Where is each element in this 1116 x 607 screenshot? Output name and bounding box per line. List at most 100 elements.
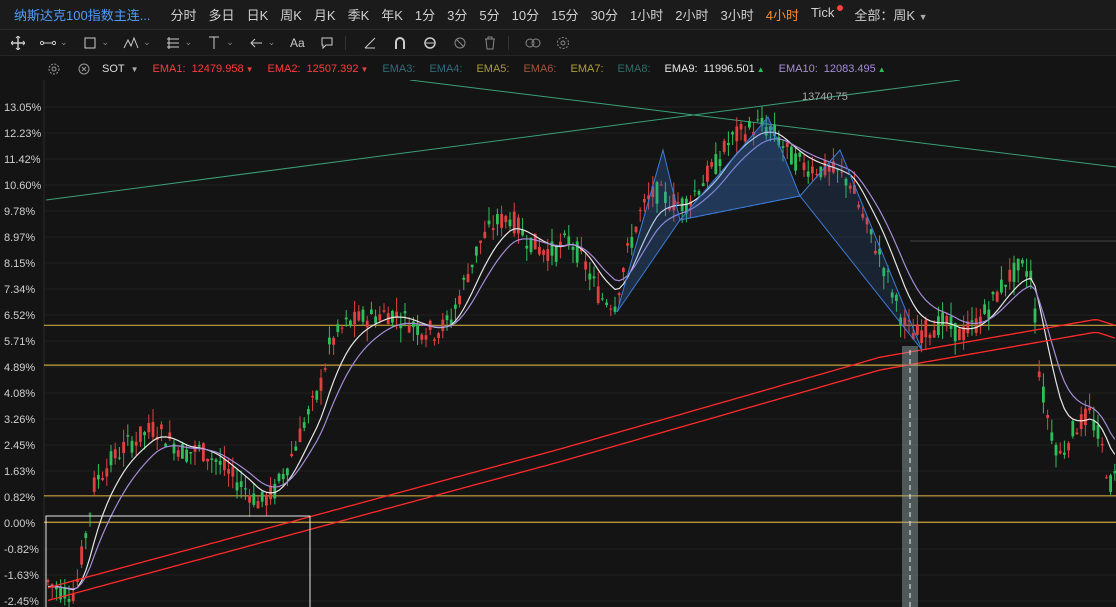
candle-body [676,201,680,204]
candle-body [920,330,923,344]
candle-body [265,494,268,506]
candle-body [764,126,768,136]
ema-label: EMA4: [429,63,463,75]
top-bar: 纳斯达克100指数主连... 分时 多日 日K 周K 月K 季K 年K 1分 3分 5分 10分 15… [0,0,1116,30]
timeframe-tab[interactable]: 2小时 [675,8,709,23]
magnet-icon[interactable] [392,35,408,51]
candle-body [853,185,856,194]
candle-body [130,440,134,453]
chevron-down-icon[interactable]: ⌄ [101,37,110,47]
text-tool-icon[interactable]: Aa [289,35,305,50]
timeframe-tab[interactable]: 1分 [414,8,436,23]
candle-body [286,468,289,476]
candle-body [281,473,285,480]
timeframe-tab[interactable]: 30分 [590,8,619,23]
gear-icon[interactable] [46,61,62,77]
timeframe-tab[interactable]: 周K [280,8,302,23]
candle-body [84,533,88,539]
lock-icon[interactable] [422,35,438,51]
indicator-name[interactable]: SOT [102,63,125,75]
ema-legend-item[interactable]: EMA8: [618,63,651,75]
trash-icon[interactable] [482,35,498,51]
candle-body [382,310,386,312]
timeframe-tab[interactable]: 多日 [208,8,235,23]
vertical-tool-icon[interactable] [206,35,222,51]
price-chart[interactable]: 13.05% 12.23% 11.42% 10.60% 9.78% 8.97% 8.15% 7… [0,80,1116,607]
candle-body [945,315,949,323]
ema-legend-item[interactable]: EMA10: 12083.495 ▲ [779,63,886,75]
timeframe-tab[interactable]: 5分 [479,8,500,23]
timeframe-tab[interactable]: 15分 [551,8,579,23]
timeframe-tab[interactable]: 月K [313,8,336,23]
timeframe-tab[interactable]: 1小时 [630,8,664,23]
timeframe-tab[interactable]: 3小时 [720,8,754,23]
timeframe-tab[interactable]: 分时 [170,8,197,23]
candle-body [168,432,172,440]
candle-body [706,165,709,182]
crosshair-icon[interactable] [10,35,26,51]
link-icon[interactable] [525,35,541,51]
timeframe-tab[interactable]: 4小时 [765,8,799,23]
symbol-title[interactable]: 纳斯达克100指数主连... [14,8,151,23]
ema-legend-items: EMA1: 12479.958 ▼ EMA2: 12507.392 ▼ EMA3: EMA4:… [153,63,900,75]
chevron-down-icon[interactable]: ⌄ [226,37,234,47]
candle-body [659,184,663,186]
candle-body [302,422,306,428]
drawing-toolbar: ⌄ ⌄ ⌄ ⌄ ⌄ ⌄ Aa [0,30,1116,56]
candle-body [1054,444,1058,456]
ema-legend-item[interactable]: EMA5: [476,63,509,75]
candle-body [223,458,226,471]
line-tool-icon[interactable] [40,35,56,51]
ema-legend-item[interactable]: EMA9: 11996.501 ▲ [665,63,765,75]
y-tick-label: -1.63% [4,570,39,582]
chevron-down-icon[interactable]: ⌄ [267,37,276,47]
ema-legend-item[interactable]: EMA3: [382,63,415,75]
ema-legend-item[interactable]: EMA4: [429,63,462,75]
candle-body [756,119,760,121]
hide-icon[interactable] [452,35,468,51]
candle-body [806,171,810,177]
chevron-down-icon[interactable]: ⌄ [143,37,151,47]
candle-body [773,124,776,136]
candle-body [924,319,928,338]
y-tick-label: 1.63% [4,466,35,478]
candle-body [748,120,751,128]
ema-legend-item[interactable]: EMA1: 12479.958 ▼ [153,63,254,75]
timeframe-tab[interactable]: 10分 [511,8,540,23]
chevron-down-icon[interactable]: ⌄ [184,37,193,47]
ema-legend-item[interactable]: EMA6: [523,63,556,75]
period-selector[interactable]: 全部：周K ▼ [854,5,927,24]
timeframe-tab[interactable]: 季K [347,8,370,23]
candle-body [63,587,67,599]
candle-body [290,453,293,457]
timeframe-tab[interactable]: 3分 [447,8,468,23]
pattern-tool-icon[interactable] [123,35,139,51]
ema-legend-item[interactable]: EMA7: [570,63,603,75]
ema-legend-item[interactable]: EMA2: 12507.392 ▼ [267,63,368,75]
settings-icon[interactable] [555,35,571,51]
candle-body [1000,279,1003,293]
candle-body [1016,258,1020,271]
chevron-down-icon[interactable]: ▼ [130,64,139,74]
candle-body [496,214,499,225]
y-tick-label: 3.26% [4,414,35,426]
candle-body [1050,432,1054,441]
candle-body [554,246,558,262]
candle-body [1042,386,1045,403]
timeframe-tab[interactable]: Tick [810,5,835,20]
candle-body [479,240,482,243]
candle-body [512,211,516,234]
chevron-down-icon[interactable]: ⌄ [60,37,68,47]
timeframe-tab[interactable]: 日K [246,8,269,23]
comment-tool-icon[interactable] [319,35,335,51]
ruler-icon[interactable] [362,35,378,51]
candle-body [538,246,541,255]
rectangle-tool-icon[interactable] [82,35,98,51]
arrow-tool-icon[interactable] [248,35,264,51]
candle-body [88,513,92,515]
timeframe-tab[interactable]: 年K [381,8,403,23]
fib-tool-icon[interactable] [165,35,181,51]
close-icon[interactable] [76,61,92,77]
candle-body [731,132,734,135]
toolbar-divider [508,35,510,50]
